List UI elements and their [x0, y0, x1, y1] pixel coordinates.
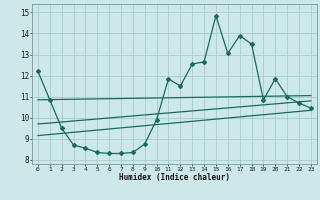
X-axis label: Humidex (Indice chaleur): Humidex (Indice chaleur)	[119, 173, 230, 182]
